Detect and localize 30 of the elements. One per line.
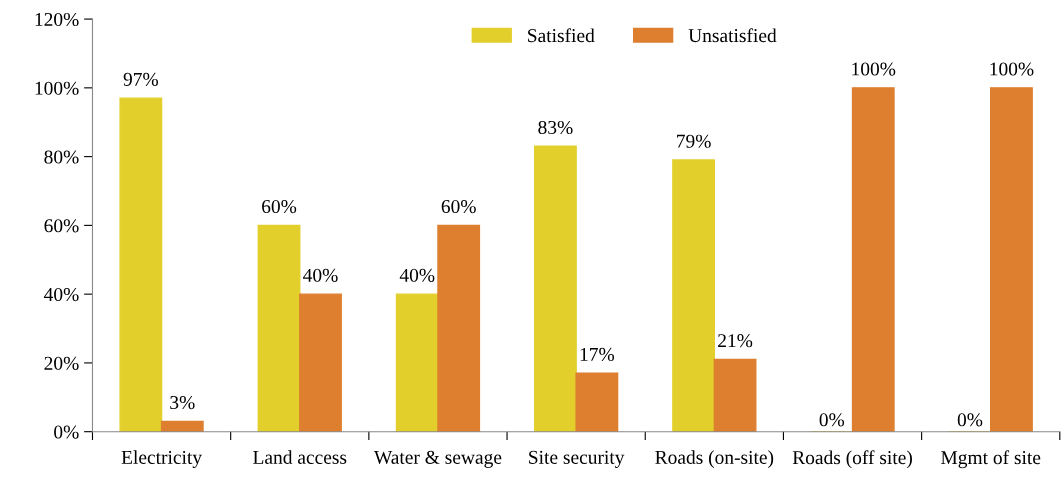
legend-label: Unsatisfied (688, 28, 777, 43)
data-label: 17% (580, 347, 615, 362)
legend-label: Satisfied (528, 28, 595, 43)
x-tick-label: Electricity (121, 450, 202, 468)
data-label: 3% (170, 395, 195, 410)
data-label: 97% (123, 72, 159, 86)
data-label: 60% (262, 199, 297, 214)
x-tick-label: Water & sewage (373, 450, 502, 468)
y-tick-label: 80% (44, 150, 79, 164)
data-label: 0% (819, 413, 845, 427)
x-tick-label: Mgmt of site (941, 450, 1041, 469)
data-label: 21% (718, 334, 753, 348)
data-label: 40% (399, 268, 435, 282)
y-tick-label: 100% (35, 81, 79, 95)
x-tick-label: Site security (529, 450, 625, 468)
y-tick-label: 120% (35, 12, 79, 27)
y-tick-label: 0% (54, 425, 79, 439)
data-label: 0% (957, 413, 983, 427)
data-label: 100% (990, 62, 1034, 76)
data-label: 100% (852, 62, 896, 76)
data-label: 83% (538, 120, 573, 135)
y-tick-label: 20% (44, 356, 79, 370)
y-tick-label: 60% (44, 219, 79, 233)
data-label: 40% (303, 268, 338, 282)
x-tick-label: Roads (on-site) (655, 450, 774, 468)
data-label: 79% (677, 134, 711, 148)
x-tick-label: Roads (off site) (792, 450, 912, 469)
data-label: 60% (441, 199, 476, 214)
y-tick-label: 40% (44, 287, 79, 302)
x-tick-label: Land access (253, 450, 347, 464)
